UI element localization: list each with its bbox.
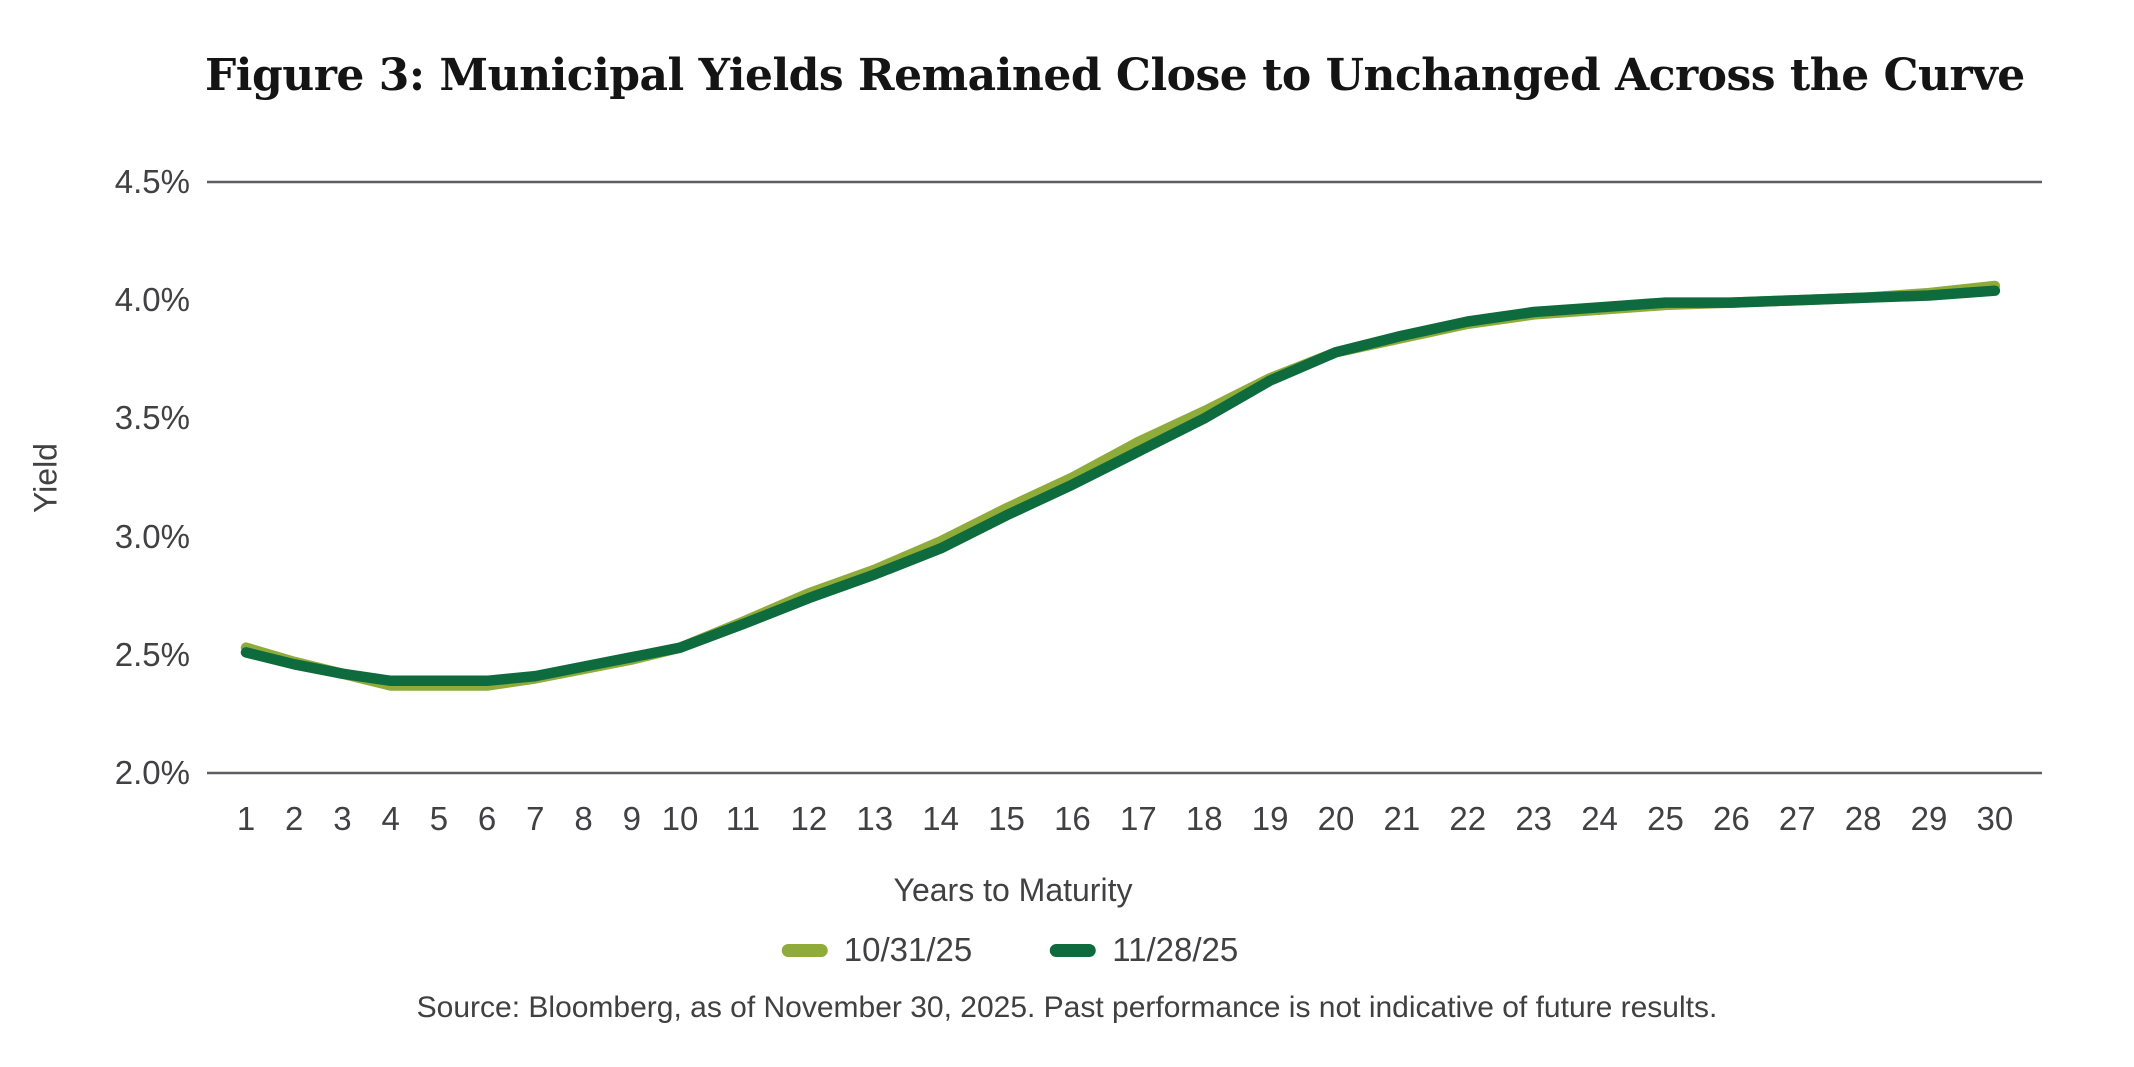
legend-swatch-dark-green [1050, 943, 1097, 957]
x-tick-label: 21 [1383, 800, 1421, 837]
x-tick-label: 5 [429, 800, 449, 837]
chart-title: Figure 3: Municipal Yields Remained Clos… [205, 50, 2025, 101]
x-tick-label: 1 [236, 800, 256, 837]
source-note: Source: Bloomberg, as of November 30, 20… [416, 991, 1718, 1024]
x-tick-label: 14 [922, 800, 960, 837]
x-tick-label: 26 [1712, 800, 1750, 837]
x-tick-label: 23 [1515, 800, 1553, 837]
y-tick-label: 3.0% [114, 517, 190, 555]
x-tick-label: 9 [622, 800, 641, 837]
x-tick-label: 27 [1778, 800, 1816, 837]
x-tick-label: 12 [790, 800, 828, 837]
x-tick-label: 18 [1185, 800, 1223, 837]
x-tick-label: 29 [1910, 800, 1948, 837]
x-tick-label: 3 [333, 800, 352, 837]
y-tick-label: 2.0% [114, 754, 190, 791]
x-tick-label: 11 [725, 800, 761, 837]
legend: 10/31/25 11/28/25 [781, 931, 1238, 969]
y-tick-label: 2.5% [114, 635, 190, 673]
x-tick-label: 13 [856, 800, 894, 837]
legend-item-10-31-25: 10/31/25 [781, 931, 973, 969]
series-line-10-31-25 [240, 280, 2001, 691]
legend-item-11-28-25: 11/28/25 [1050, 931, 1238, 969]
x-tick-label: 6 [477, 800, 497, 837]
y-axis-title: Yield [27, 443, 64, 513]
x-tick-label: 19 [1251, 800, 1289, 837]
x-tick-label: 17 [1119, 800, 1157, 837]
x-tick-label: 20 [1317, 800, 1355, 837]
legend-swatch-olive [781, 943, 828, 957]
x-tick-label: 4 [381, 800, 400, 837]
y-tick-label: 4.0% [114, 281, 190, 319]
y-tick-label: 4.5% [114, 163, 190, 200]
legend-label: 10/31/25 [843, 931, 973, 968]
y-tick-label: 3.5% [114, 399, 190, 437]
x-tick-label: 25 [1647, 800, 1684, 837]
x-tick-label: 30 [1976, 800, 2014, 837]
x-axis-title: Years to Maturity [893, 872, 1133, 908]
legend-label: 11/28/25 [1112, 931, 1239, 968]
x-tick-label: 7 [526, 800, 545, 837]
x-tick-label: 22 [1449, 800, 1487, 837]
x-tick-label: 15 [988, 800, 1025, 837]
series-line-11-28-25 [240, 285, 2001, 687]
x-tick-label: 8 [574, 800, 593, 837]
x-tick-label: 24 [1581, 800, 1618, 837]
x-tick-label: 2 [285, 800, 304, 837]
x-tick-label: 16 [1054, 800, 1091, 837]
x-tick-label: 28 [1844, 800, 1882, 837]
x-tick-label: 10 [661, 800, 699, 837]
